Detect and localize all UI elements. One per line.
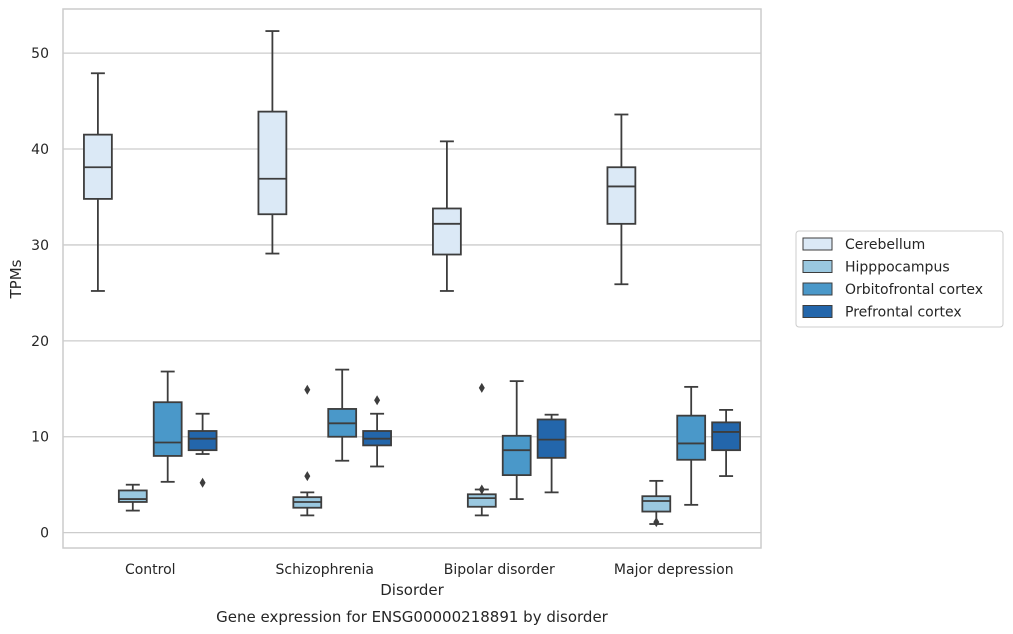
- outlier-point: [304, 384, 311, 395]
- legend-swatch: [802, 305, 833, 318]
- box-4-2: [362, 395, 392, 468]
- legend-label: Hipppocampus: [845, 260, 950, 276]
- plot-frame: [62, 8, 762, 549]
- x-axis-label: Disorder: [380, 581, 444, 599]
- box-iqr: [641, 495, 672, 513]
- x-tick-label: Major depression: [614, 562, 734, 578]
- legend-swatch: [802, 260, 833, 273]
- outlier-point: [304, 471, 311, 482]
- legend-label: Orbitofrontal cortex: [845, 282, 983, 298]
- outlier-point: [478, 484, 485, 495]
- box-iqr: [711, 421, 741, 452]
- y-tick-label: 0: [40, 526, 49, 542]
- legend-frame: [795, 230, 1004, 328]
- legend-label: Prefrontal cortex: [845, 305, 962, 321]
- y-axis-label: TPMs: [7, 259, 25, 299]
- box-3-2: [327, 368, 358, 462]
- legend-swatch: [802, 282, 833, 296]
- box-iqr: [501, 434, 532, 477]
- box-3-3: [501, 380, 532, 500]
- box-4-3: [536, 413, 567, 494]
- box-3-1: [152, 370, 183, 483]
- box-iqr: [432, 207, 462, 256]
- box-plot-area: [83, 30, 741, 528]
- y-tick-label: 10: [31, 430, 49, 446]
- box-2-2: [292, 384, 323, 517]
- box-1-2: [257, 30, 288, 255]
- box-iqr: [606, 166, 637, 225]
- outlier-point: [374, 395, 381, 406]
- outlier-point: [478, 382, 485, 393]
- box-iqr: [117, 489, 148, 503]
- legend: Cerebellum Hipppocampus Orbitofrontal cort…: [795, 230, 1004, 328]
- box-iqr: [257, 110, 288, 216]
- box-2-3: [466, 382, 497, 517]
- y-tick-label: 20: [31, 334, 49, 350]
- outlier-point: [199, 477, 206, 488]
- chart-caption: Gene expression for ENSG00000218891 by d…: [216, 608, 609, 626]
- y-tick-label: 50: [31, 46, 49, 62]
- box-iqr: [152, 401, 183, 457]
- y-axis-ticks: 0 10 20 30 40 50: [31, 46, 49, 542]
- box-4-4: [711, 408, 741, 477]
- box-1-3: [432, 140, 462, 292]
- y-tick-label: 30: [31, 238, 49, 254]
- box-1-4: [606, 113, 637, 286]
- box-4-1: [187, 412, 218, 488]
- outlier-point: [653, 517, 660, 528]
- box-2-4: [641, 479, 672, 528]
- x-tick-label: Schizophrenia: [276, 562, 374, 578]
- x-axis-ticks: Control Schizophrenia Bipolar disorder Majo…: [125, 562, 734, 578]
- y-tick-label: 40: [31, 142, 49, 158]
- box-2-1: [117, 483, 148, 512]
- box-iqr: [536, 418, 567, 459]
- legend-label: Cerebellum: [845, 237, 925, 253]
- box-iqr: [676, 414, 707, 461]
- box-1-1: [83, 72, 113, 292]
- box-iqr: [187, 430, 218, 452]
- legend-swatch: [802, 237, 833, 251]
- box-iqr: [466, 493, 497, 508]
- x-tick-label: Control: [125, 562, 176, 578]
- box-3-4: [676, 385, 707, 506]
- x-tick-label: Bipolar disorder: [444, 562, 555, 578]
